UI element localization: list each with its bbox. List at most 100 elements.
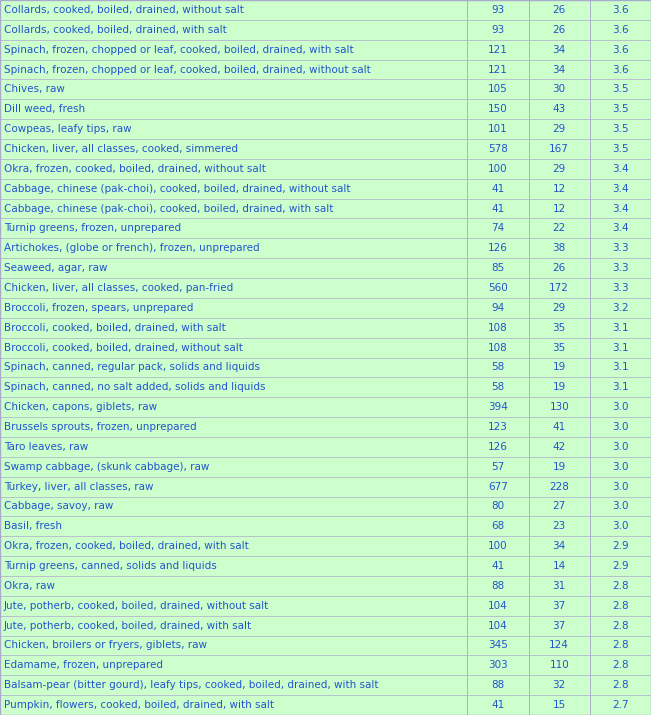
Bar [0, 576, 467, 596]
Bar [0, 219, 651, 238]
Text: 19: 19 [553, 363, 566, 373]
Bar [0, 278, 467, 298]
Text: 394: 394 [488, 402, 508, 412]
Bar [0, 477, 467, 496]
Bar [590, 20, 651, 40]
Text: Broccoli, frozen, spears, unprepared: Broccoli, frozen, spears, unprepared [4, 303, 193, 313]
Text: 3.6: 3.6 [612, 44, 629, 54]
Bar [529, 298, 590, 317]
Bar [467, 417, 529, 437]
Bar [529, 119, 590, 139]
Text: 85: 85 [492, 263, 505, 273]
Text: Taro leaves, raw: Taro leaves, raw [4, 442, 88, 452]
Bar [0, 636, 467, 656]
Bar [0, 536, 651, 556]
Bar [0, 496, 651, 516]
Bar [590, 496, 651, 516]
Bar [529, 417, 590, 437]
Bar [0, 675, 651, 695]
Bar [0, 417, 467, 437]
Bar [0, 199, 467, 219]
Text: Jute, potherb, cooked, boiled, drained, with salt: Jute, potherb, cooked, boiled, drained, … [4, 621, 252, 631]
Text: 41: 41 [553, 422, 566, 432]
Bar [0, 179, 467, 199]
Bar [467, 457, 529, 477]
Text: 123: 123 [488, 422, 508, 432]
Text: 104: 104 [488, 601, 508, 611]
Bar [529, 636, 590, 656]
Bar [467, 59, 529, 79]
Bar [590, 258, 651, 278]
Bar [0, 317, 651, 337]
Bar [590, 695, 651, 715]
Bar [467, 536, 529, 556]
Text: 42: 42 [553, 442, 566, 452]
Bar [590, 139, 651, 159]
Bar [0, 337, 651, 358]
Bar [590, 556, 651, 576]
Bar [0, 278, 651, 298]
Text: 37: 37 [553, 601, 566, 611]
Bar [0, 119, 467, 139]
Bar [467, 358, 529, 378]
Text: 3.0: 3.0 [612, 402, 629, 412]
Bar [590, 596, 651, 616]
Bar [529, 457, 590, 477]
Bar [467, 139, 529, 159]
Text: Cabbage, savoy, raw: Cabbage, savoy, raw [4, 501, 113, 511]
Text: Spinach, canned, regular pack, solids and liquids: Spinach, canned, regular pack, solids an… [4, 363, 260, 373]
Bar [529, 20, 590, 40]
Bar [0, 417, 651, 437]
Text: 2.8: 2.8 [612, 621, 629, 631]
Text: 3.6: 3.6 [612, 5, 629, 15]
Text: Spinach, frozen, chopped or leaf, cooked, boiled, drained, with salt: Spinach, frozen, chopped or leaf, cooked… [4, 44, 353, 54]
Bar [0, 258, 651, 278]
Bar [529, 238, 590, 258]
Text: 74: 74 [492, 223, 505, 233]
Bar [0, 199, 651, 219]
Text: 303: 303 [488, 661, 508, 671]
Text: Swamp cabbage, (skunk cabbage), raw: Swamp cabbage, (skunk cabbage), raw [4, 462, 209, 472]
Bar [467, 656, 529, 675]
Bar [467, 199, 529, 219]
Text: 3.0: 3.0 [612, 442, 629, 452]
Text: 2.9: 2.9 [612, 541, 629, 551]
Text: 560: 560 [488, 283, 508, 293]
Bar [467, 556, 529, 576]
Bar [467, 516, 529, 536]
Bar [529, 337, 590, 358]
Bar [467, 20, 529, 40]
Bar [0, 516, 651, 536]
Text: Chicken, liver, all classes, cooked, pan-fried: Chicken, liver, all classes, cooked, pan… [4, 283, 233, 293]
Bar [467, 0, 529, 20]
Text: 3.6: 3.6 [612, 25, 629, 35]
Text: 12: 12 [553, 204, 566, 214]
Bar [0, 477, 651, 496]
Bar [0, 317, 467, 337]
Bar [0, 79, 651, 99]
Bar [529, 59, 590, 79]
Bar [467, 79, 529, 99]
Text: 3.0: 3.0 [612, 482, 629, 492]
Text: 31: 31 [553, 581, 566, 591]
Bar [0, 40, 467, 59]
Text: Dill weed, fresh: Dill weed, fresh [4, 104, 85, 114]
Text: Turkey, liver, all classes, raw: Turkey, liver, all classes, raw [4, 482, 154, 492]
Bar [590, 337, 651, 358]
Bar [529, 656, 590, 675]
Bar [590, 40, 651, 59]
Bar [467, 477, 529, 496]
Bar [590, 675, 651, 695]
Text: 677: 677 [488, 482, 508, 492]
Text: Collards, cooked, boiled, drained, without salt: Collards, cooked, boiled, drained, witho… [4, 5, 243, 15]
Text: Cabbage, chinese (pak-choi), cooked, boiled, drained, with salt: Cabbage, chinese (pak-choi), cooked, boi… [4, 204, 333, 214]
Text: 34: 34 [553, 541, 566, 551]
Bar [0, 159, 651, 179]
Text: 167: 167 [549, 144, 569, 154]
Bar [0, 695, 467, 715]
Bar [0, 398, 467, 417]
Text: 3.5: 3.5 [612, 144, 629, 154]
Text: 3.0: 3.0 [612, 422, 629, 432]
Bar [0, 457, 467, 477]
Text: Chicken, liver, all classes, cooked, simmered: Chicken, liver, all classes, cooked, sim… [4, 144, 238, 154]
